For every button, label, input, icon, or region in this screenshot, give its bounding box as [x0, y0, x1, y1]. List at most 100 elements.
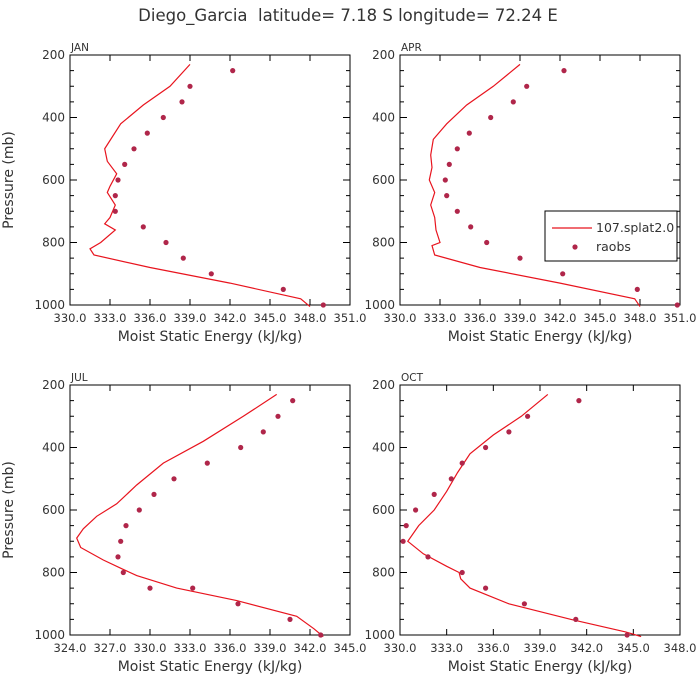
panel-apr-obs-point [634, 286, 640, 292]
panel-jan-obs-point [140, 224, 146, 230]
panel-oct-obs-point [483, 444, 489, 451]
panel-jan-ytick-label: 800 [42, 236, 65, 250]
panel-apr-ytick-label: 200 [372, 48, 395, 62]
panel-oct-obs-point [425, 554, 431, 560]
panel-oct-obs-point [483, 585, 489, 591]
panel-oct-frame [399, 384, 681, 636]
panel-oct-obs-point [403, 523, 409, 529]
panel-jan-ylabel: Pressure (mb) [1, 131, 17, 229]
panel-jan-obs-point [122, 161, 128, 167]
panel-jan-obs-point [180, 255, 186, 261]
panel-oct-obs-point [431, 491, 437, 497]
panel-jul-obs-point [115, 554, 121, 560]
figure-title: Diego_Garcia latitude= 7.18 S longitude=… [138, 6, 558, 26]
panel-apr-xtick-label: 336.0 [464, 311, 497, 325]
panel-apr-obs-point [488, 114, 494, 121]
panel-jul-obs-point [147, 585, 153, 591]
panel-apr-label: APR [401, 42, 422, 54]
panel-apr-model-line [428, 63, 641, 307]
panel-jul-label: JUL [70, 372, 88, 384]
panel-jan-label: JAN [70, 42, 89, 54]
panel-apr-obs-point [524, 83, 530, 89]
panel-jan-frame [69, 54, 351, 306]
panel-jan-obs-point [112, 208, 118, 214]
legend-box [544, 210, 678, 262]
panel-jul: JUL 324.0 327.0 330.0 333.0 336.0 339.0 342.0 34… [1, 372, 366, 675]
panel-jan-xtick-label: 351.0 [334, 311, 367, 325]
panel-jul-obs-point [118, 538, 124, 544]
panel-jul-obs-point [204, 460, 210, 466]
panel-oct-xtick-label: 333.0 [430, 641, 463, 655]
panel-jul-obs-point [275, 413, 281, 419]
panel-jan-obs-point [208, 271, 214, 277]
panel-jul-obs-point [290, 398, 296, 404]
panel-oct-obs-point [521, 601, 528, 607]
panel-oct-ytick-label: 1000 [364, 628, 395, 642]
panel-oct-obs-point [624, 632, 630, 638]
panel-jan-obs-point [163, 239, 169, 246]
panel-jan-xtick-label: 342.0 [214, 311, 247, 325]
panel-apr-xtick-label: 348.0 [624, 311, 657, 325]
panel-apr-xtick-label: 339.0 [504, 311, 537, 325]
panel-jul-xtick-label: 342.0 [294, 641, 327, 655]
panel-jan-ytick-label: 1000 [34, 298, 65, 312]
panel-jul-obs-point [120, 569, 126, 576]
panel-oct-xtick-label: 336.0 [477, 641, 510, 655]
panel-oct-xtick-label: 342.0 [570, 641, 603, 655]
panel-apr-xlabel: Moist Static Energy (kJ/kg) [448, 329, 633, 345]
panel-apr-frame [399, 54, 681, 306]
panel-oct-obs-point [525, 413, 531, 419]
panel-jul-xtick-label: 336.0 [214, 641, 247, 655]
panel-jan-xtick-label: 345.0 [254, 311, 287, 325]
panel-jul-ytick-label: 1000 [34, 628, 65, 642]
panel-oct-obs-point [576, 398, 582, 404]
panel-jan-xtick-label: 339.0 [174, 311, 207, 325]
panel-apr-xtick-label: 330.0 [384, 311, 417, 325]
panel-oct-xtick-label: 345.0 [617, 641, 650, 655]
panel-jan-obs-point [187, 83, 193, 89]
panel-jul-obs-point [171, 476, 177, 482]
panel-jul-ytick-label: 200 [42, 378, 65, 392]
panel-apr-ytick-label: 1000 [364, 298, 395, 312]
panel-apr-ytick-label: 800 [372, 236, 395, 250]
panel-oct-obs-point [459, 460, 465, 466]
panel-jan-xtick-label: 330.0 [54, 311, 87, 325]
panel-apr: APR 330.0 333.0 336.0 339.0 342.0 345.0 348.0 35… [364, 42, 696, 345]
panel-jul-ytick-label: 600 [42, 503, 65, 517]
panel-jan-obs-point [230, 68, 236, 74]
panel-oct-obs-point [459, 569, 465, 576]
panel-oct-model-line [406, 393, 642, 638]
panel-apr-obs-point [454, 208, 460, 214]
panel-apr-obs-point [442, 177, 448, 183]
panel-apr-obs-point [484, 239, 490, 246]
panel-jul-frame [69, 384, 351, 636]
panel-oct: OCT 330.0 333.0 336.0 339.0 342.0 345.0 348.0 20… [364, 372, 696, 675]
panel-jan-xtick-label: 336.0 [134, 311, 167, 325]
panel-oct-ytick-label: 400 [372, 441, 395, 455]
panel-jul-ylabel: Pressure (mb) [1, 461, 17, 559]
panel-jan-xlabel: Moist Static Energy (kJ/kg) [118, 329, 303, 345]
panel-jul-ytick-label: 800 [42, 566, 65, 580]
panel-jul-xtick-label: 333.0 [174, 641, 207, 655]
panel-jul-obs-point [260, 429, 266, 435]
panel-apr-xtick-label: 345.0 [584, 311, 617, 325]
panel-jul-xtick-label: 324.0 [54, 641, 87, 655]
panel-jul-xtick-label: 327.0 [94, 641, 127, 655]
panel-jan-obs-point [160, 114, 166, 121]
panel-apr-obs-point [468, 224, 474, 230]
panel-apr-obs-point [674, 302, 680, 308]
legend-model-label: 107.splat2.0 [596, 220, 674, 235]
panel-jul-obs-point [123, 523, 129, 529]
panel-apr-obs-point [446, 161, 452, 167]
panel-jan-obs-point [320, 302, 326, 308]
panel-jul-model-line [76, 393, 324, 638]
panels: JAN 330.0 333.0 336.0 339.0 342.0 345.0 348.0 35… [1, 42, 696, 675]
panel-jul-xtick-label: 330.0 [134, 641, 167, 655]
panel-apr-obs-point [560, 271, 566, 277]
panel-jan-ytick-label: 600 [42, 173, 65, 187]
panel-jul-obs-point [287, 616, 293, 623]
panel-jan-obs-point [115, 177, 121, 183]
legend-obs-label: raobs [596, 239, 631, 254]
panel-jan-obs-point [280, 286, 286, 292]
